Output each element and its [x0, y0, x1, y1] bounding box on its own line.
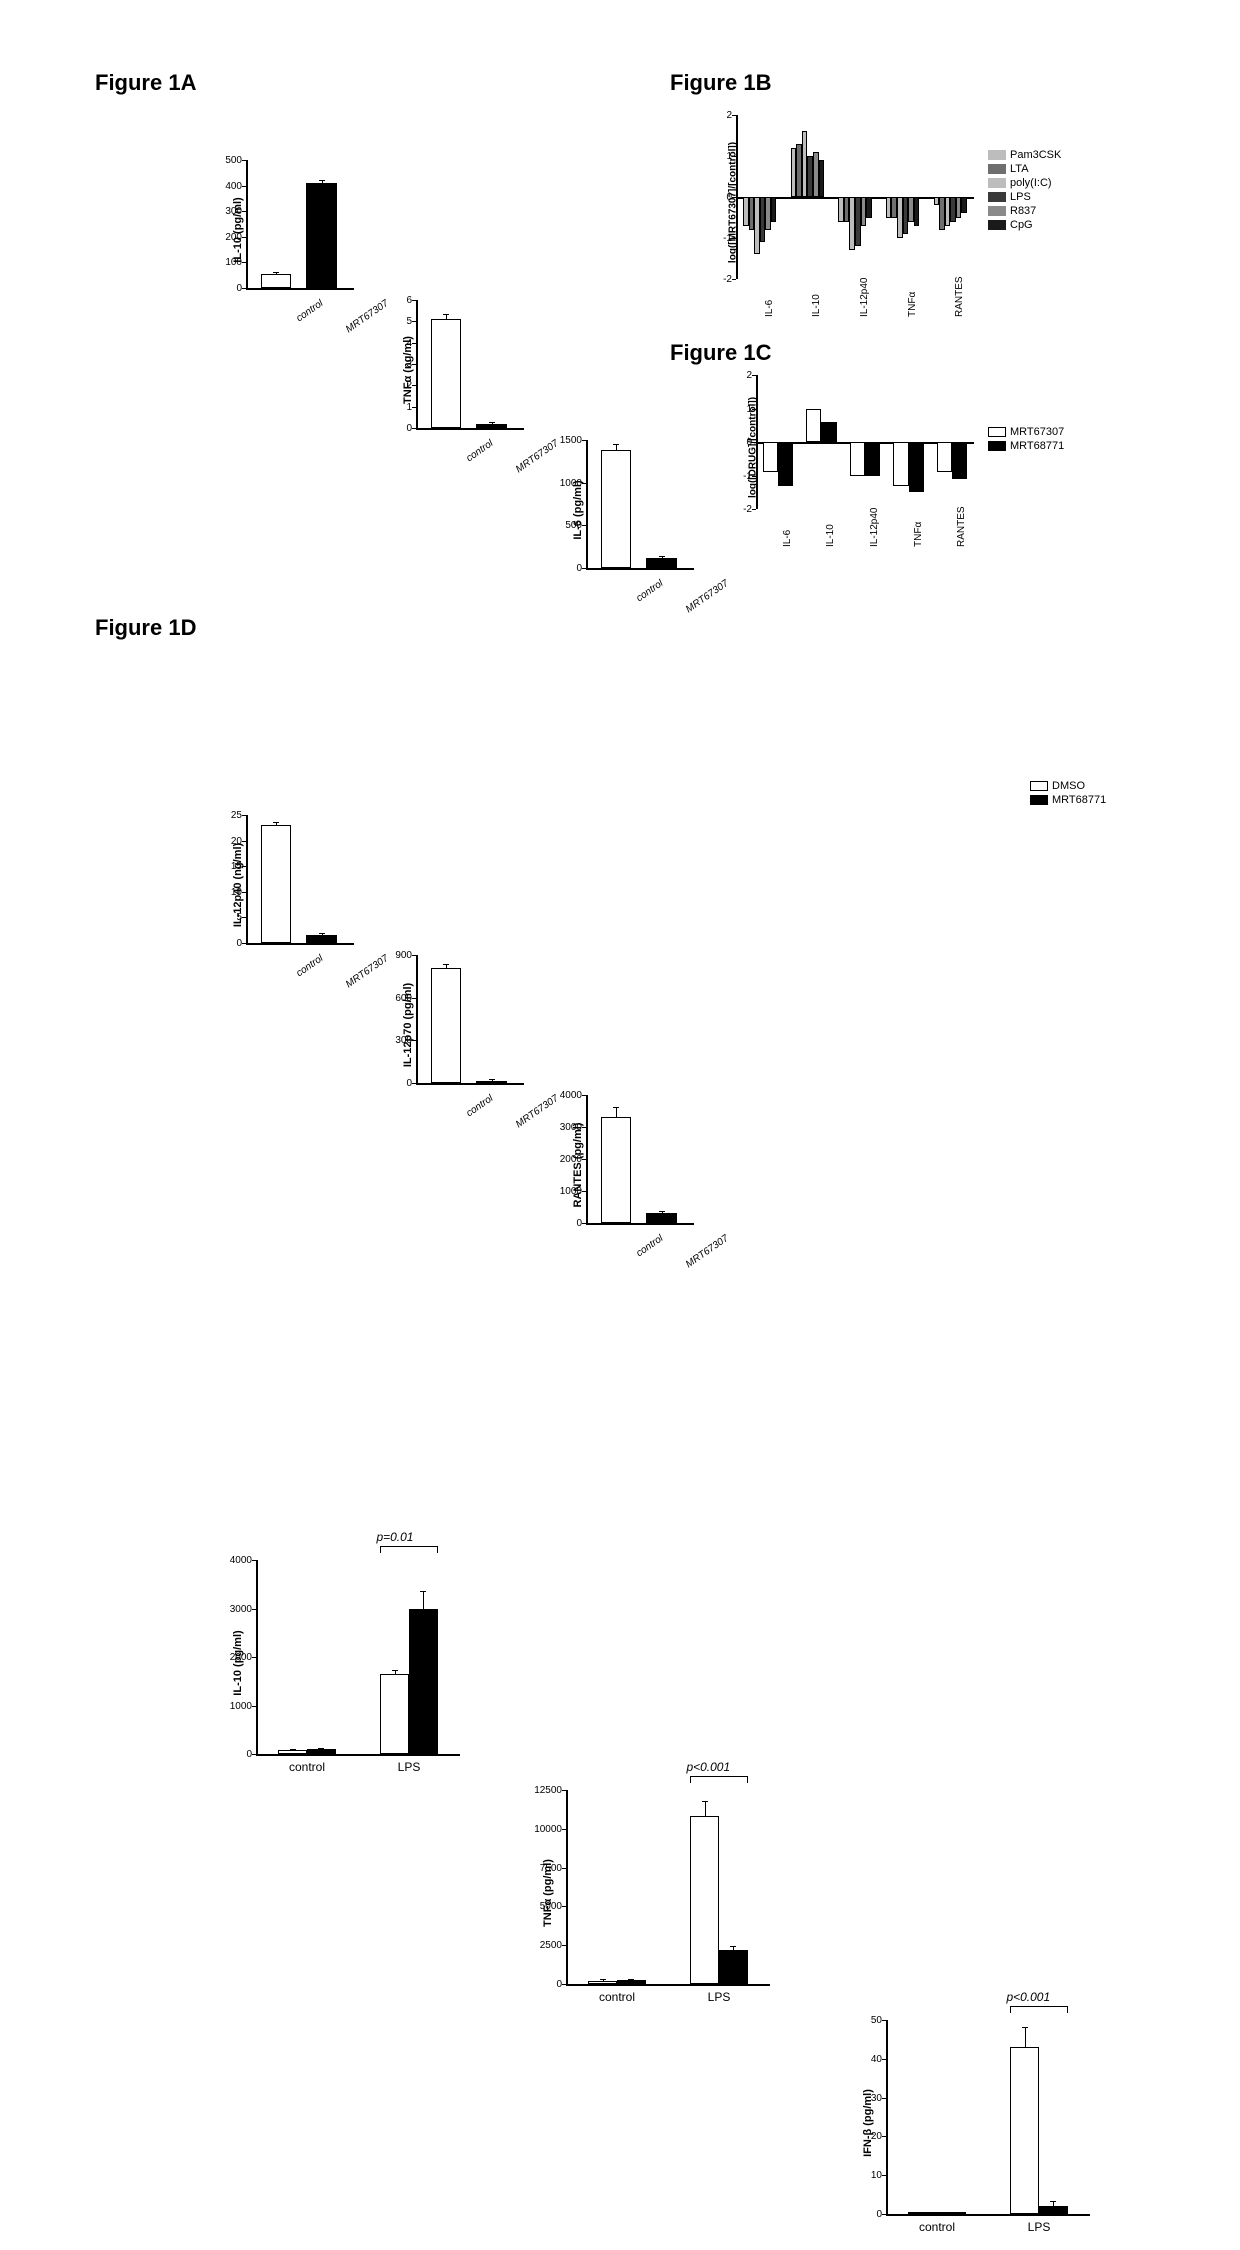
bar	[646, 1213, 676, 1223]
bar	[476, 424, 506, 428]
figure-1c-label: Figure 1C	[670, 340, 771, 366]
legend-label: MRT67307	[1010, 426, 1064, 438]
bar	[646, 558, 676, 568]
panel-d-chart-2: 01020304050IFN-β (pg/ml)controlLPSp<0.00…	[840, 2020, 1100, 2250]
bar	[261, 274, 291, 288]
y-axis-label: IL-10 (pg/ml)	[232, 180, 244, 280]
panel-a-chart-3: 0510152025IL-12p40 (ng/ml)controlMRT6730…	[210, 815, 360, 955]
panel-d-legend: DMSOMRT68771	[1030, 780, 1106, 808]
panel-b-chart: -2-1012log([MRT67307]/[control])IL-6IL-1…	[700, 115, 980, 315]
y-axis-label: RANTES (pg/ml)	[572, 1115, 584, 1215]
bar	[476, 1081, 506, 1083]
y-axis-label: IL-12p70 (pg/ml)	[402, 975, 414, 1075]
panel-a-chart-1: 0123456TNFα (ng/ml)controlMRT67307	[380, 300, 530, 440]
legend-label: LTA	[1010, 163, 1029, 175]
figure-1b-label: Figure 1B	[670, 70, 771, 96]
y-axis-label: IL-6 (pg/ml)	[572, 460, 584, 560]
bar	[261, 825, 291, 943]
figure-1a-label: Figure 1A	[95, 70, 196, 96]
bar	[431, 319, 461, 428]
panel-a-chart-2: 050010001500IL-6 (pg/ml)controlMRT67307	[550, 440, 700, 580]
p-value: p=0.01	[376, 1530, 413, 1544]
bar	[601, 450, 631, 568]
panel-a-chart-5: 01000200030004000RANTES (pg/ml)controlMR…	[550, 1095, 700, 1235]
figure-1d-label: Figure 1D	[95, 615, 196, 641]
legend-label: poly(I:C)	[1010, 177, 1052, 189]
bar	[306, 183, 336, 288]
panel-d-chart-0: 01000200030004000IL-10 (pg/ml)controlLPS…	[210, 1560, 470, 1790]
bar	[601, 1117, 631, 1223]
legend-label: MRT68771	[1010, 440, 1064, 452]
legend-label: LPS	[1010, 191, 1031, 203]
bar	[306, 935, 336, 943]
panel-c-chart: -2-1012log([DRUG]/[control])IL-6IL-10IL-…	[720, 375, 980, 545]
panel-a-chart-4: 0300600900IL-12p70 (pg/ml)controlMRT6730…	[380, 955, 530, 1095]
panel-d-chart-1: 02500500075001000012500TNFα (pg/ml)contr…	[520, 1790, 780, 2020]
y-axis-label: IL-12p40 (ng/ml)	[232, 835, 244, 935]
bar	[431, 968, 461, 1083]
panel-a-chart-0: 0100200300400500IL-10 (pg/ml)controlMRT6…	[210, 160, 360, 300]
p-value: p<0.001	[686, 1760, 730, 1774]
p-value: p<0.001	[1006, 1990, 1050, 2004]
legend-label: Pam3CSK	[1010, 149, 1061, 161]
legend-label: R837	[1010, 205, 1036, 217]
legend-label: CpG	[1010, 219, 1033, 231]
y-axis-label: TNFα (ng/ml)	[402, 320, 414, 420]
